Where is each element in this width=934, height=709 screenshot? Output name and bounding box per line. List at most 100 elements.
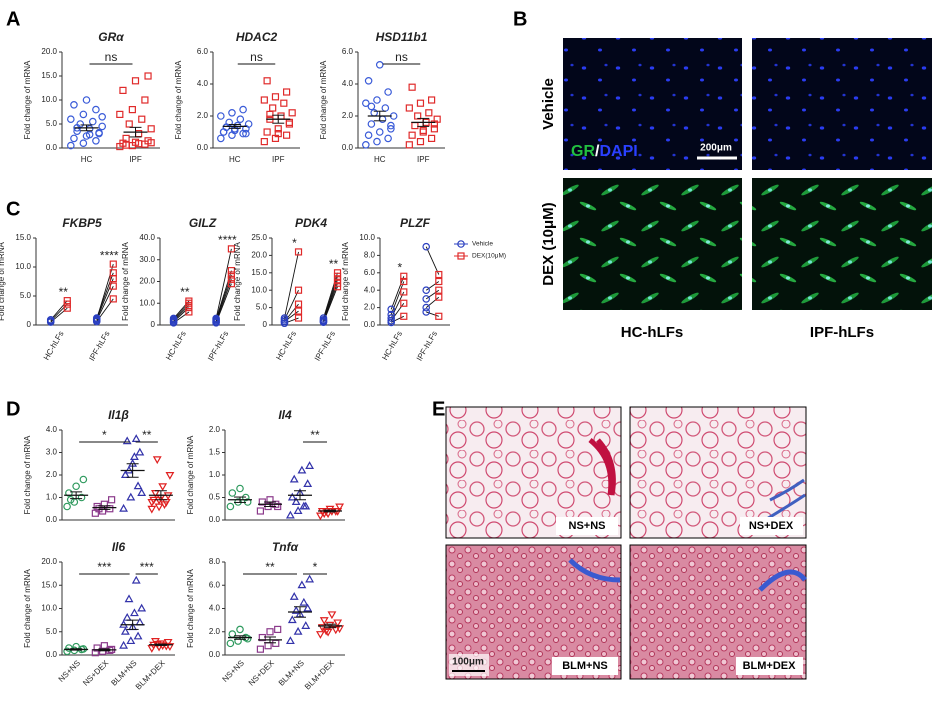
data-point	[266, 628, 274, 636]
data-point	[152, 456, 162, 465]
image-label: NS+DEX	[749, 520, 794, 532]
significance-label: **	[180, 285, 190, 299]
data-point	[236, 484, 244, 493]
data-point	[283, 88, 291, 96]
data-point	[228, 109, 236, 117]
data-point	[91, 509, 99, 517]
x-tick-label: HC-hLFs	[380, 330, 404, 362]
data-point	[70, 101, 78, 109]
data-point	[242, 129, 250, 138]
data-point	[63, 304, 71, 312]
data-point	[419, 126, 427, 135]
data-point	[260, 96, 268, 104]
data-point	[416, 138, 425, 146]
y-axis-label: Fold change of mRNA	[23, 568, 32, 647]
data-point	[77, 493, 86, 502]
label-box	[552, 657, 618, 675]
vessel	[588, 438, 616, 496]
data-point	[109, 295, 117, 303]
scale-bar-label: 200μm	[700, 143, 732, 154]
data-point	[119, 503, 129, 512]
significance-label: ***	[97, 560, 111, 574]
data-point	[120, 626, 130, 635]
data-point	[319, 314, 328, 322]
data-point	[305, 461, 315, 469]
image-label: BLM+NS	[562, 660, 608, 672]
data-point	[67, 141, 75, 150]
y-tick-label: 10.0	[15, 262, 31, 271]
data-point	[154, 503, 164, 512]
data-point	[294, 307, 303, 315]
data-point	[405, 141, 413, 149]
data-point	[285, 120, 293, 128]
data-point	[301, 621, 311, 629]
data-point	[185, 297, 193, 305]
data-point	[428, 96, 436, 104]
y-tick-label: 4.0	[197, 79, 209, 88]
significance-label: *	[313, 560, 318, 574]
x-tick-label: IPF-hLFs	[415, 330, 439, 363]
image-label: NS+NS	[569, 520, 606, 532]
data-point	[88, 117, 97, 126]
y-tick-label: 20.0	[251, 251, 267, 260]
legend-marker	[457, 252, 465, 260]
chart-title: GILZ	[189, 216, 217, 230]
y-tick-label: 4.0	[342, 79, 354, 88]
panel-label: C	[6, 198, 20, 220]
data-point	[98, 113, 106, 121]
data-point	[239, 105, 247, 114]
y-axis-label: Fold change of mRNA	[121, 241, 130, 320]
data-point	[147, 505, 157, 514]
pair-line	[390, 291, 405, 319]
data-point	[227, 271, 235, 279]
data-point	[79, 475, 88, 484]
significance-label: *	[292, 236, 297, 250]
data-point	[303, 479, 313, 487]
data-point	[154, 496, 164, 505]
data-point	[119, 640, 129, 649]
data-point	[141, 96, 149, 104]
data-point	[331, 626, 341, 635]
y-tick-label: 3.0	[46, 448, 58, 457]
y-tick-label: 10.0	[41, 95, 57, 104]
column-label: HC-hLFs	[621, 324, 684, 341]
data-point	[160, 501, 169, 510]
data-point	[222, 123, 231, 132]
y-tick-label: 0.0	[46, 143, 58, 152]
data-point	[98, 122, 106, 131]
y-tick-label: 0.0	[209, 650, 221, 659]
chart-title: PDK4	[295, 216, 327, 230]
x-tick-label: IPF-hLFs	[87, 330, 111, 363]
data-point	[425, 109, 433, 117]
data-point	[92, 315, 101, 324]
data-point	[131, 77, 140, 85]
chart-title: Tnfα	[272, 540, 299, 554]
data-point	[137, 488, 147, 496]
data-point	[422, 303, 431, 312]
data-point	[274, 625, 282, 634]
data-point	[416, 99, 425, 107]
y-tick-label: 10.0	[359, 233, 375, 242]
y-tick-label: 20.0	[41, 47, 57, 56]
x-tick-label: IPF-hLFs	[313, 330, 337, 363]
y-tick-label: 2.0	[46, 470, 58, 479]
data-point	[217, 112, 225, 120]
y-tick-label: 4.0	[364, 285, 376, 294]
pair-line	[284, 251, 299, 319]
micrograph	[752, 178, 932, 310]
data-point	[72, 482, 80, 491]
data-point	[126, 636, 136, 645]
data-point	[130, 452, 139, 460]
data-point	[227, 280, 235, 288]
x-tick-label: HC-hLFs	[42, 330, 66, 362]
panel-label: D	[6, 398, 20, 420]
significance-label: **	[310, 428, 320, 442]
data-point	[147, 125, 155, 133]
y-tick-label: 1.0	[46, 493, 58, 502]
significance-label: **	[329, 257, 339, 271]
pair-line	[390, 281, 405, 315]
micrograph	[752, 38, 932, 170]
column-label: IPF-hLFs	[810, 324, 874, 341]
collagen	[568, 558, 807, 592]
data-point	[305, 574, 315, 583]
